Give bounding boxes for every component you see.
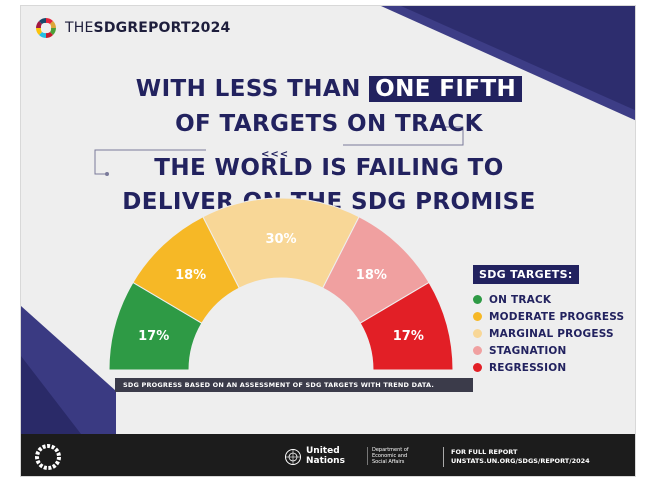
sdg-wheel-white-icon [35,444,61,470]
desa-name: Department of Economic and Social Affair… [367,447,418,465]
gauge-value-label: 30% [265,232,296,247]
un-name: United Nations [306,446,345,466]
legend-label: STAGNATION [489,344,567,357]
un-name-line2: Nations [306,456,345,466]
footer-divider [443,447,444,467]
headline-line2: OF TARGETS ON TRACK [175,111,483,137]
report-header: THESDGREPORT2024 [35,17,231,39]
sdg-wheel-icon [36,18,56,38]
desa-line1: Department of [372,447,409,453]
brand-prefix: THE [65,20,94,36]
gauge-chart: 17% 18% 30% 18% 17% [108,197,454,371]
desa-line3: Social Affairs [372,459,405,465]
gauge-value-label: 18% [356,268,387,283]
un-emblem-icon [285,449,301,465]
legend-label: MARGINAL PROGESS [489,327,614,340]
chart-legend: SDG TARGETS: ON TRACK MODERATE PROGRESS MA… [473,263,624,376]
gauge-value-label: 17% [393,329,424,344]
infographic-card: THESDGREPORT2024 WITH LESS THAN ONE FIFT… [20,5,636,477]
legend-dot [473,346,482,355]
report-link[interactable]: FOR FULL REPORT UNSTATS.UN.ORG/SDGS/REPO… [451,448,590,466]
legend-dot [473,363,482,372]
desa-line2: Economic and [372,453,408,459]
gauge-value-label: 17% [138,329,169,344]
headline-highlight: ONE FIFTH [369,76,523,102]
footer-bar: United Nations Department of Economic an… [21,434,635,476]
gauge-segment-regression [359,281,454,371]
legend-label: MODERATE PROGRESS [489,310,625,323]
headline-line1-text: WITH LESS THAN [135,76,370,102]
legend-dot [473,329,482,338]
chart-note: SDG PROGRESS BASED ON AN ASSESSMENT OF S… [115,378,473,392]
chevrons-icon: <<< [261,149,290,160]
brand-mid: SDG [93,20,128,36]
legend-label: ON TRACK [489,293,552,306]
legend-dot [473,295,482,304]
legend-label: REGRESSION [489,361,567,374]
legend-item: STAGNATION [473,342,624,359]
legend-item: REGRESSION [473,359,624,376]
legend-item: ON TRACK [473,291,624,308]
background-shapes [21,6,635,434]
report-link-url: UNSTATS.UN.ORG/SDGS/REPORT/2024 [451,457,590,465]
un-name-line1: United [306,446,340,456]
headline-line3: THE WORLD IS FAILING TO [154,155,504,181]
report-brand: THESDGREPORT2024 [65,20,231,36]
gauge-value-label: 18% [175,268,206,283]
legend-item: MARGINAL PROGESS [473,325,624,342]
legend-dot [473,312,482,321]
legend-item: MODERATE PROGRESS [473,308,624,325]
report-link-title: FOR FULL REPORT [451,448,518,456]
headline-line1: WITH LESS THAN ONE FIFTH [21,72,635,106]
legend-title: SDG TARGETS: [473,265,579,284]
brand-suffix: REPORT2024 [127,20,231,36]
